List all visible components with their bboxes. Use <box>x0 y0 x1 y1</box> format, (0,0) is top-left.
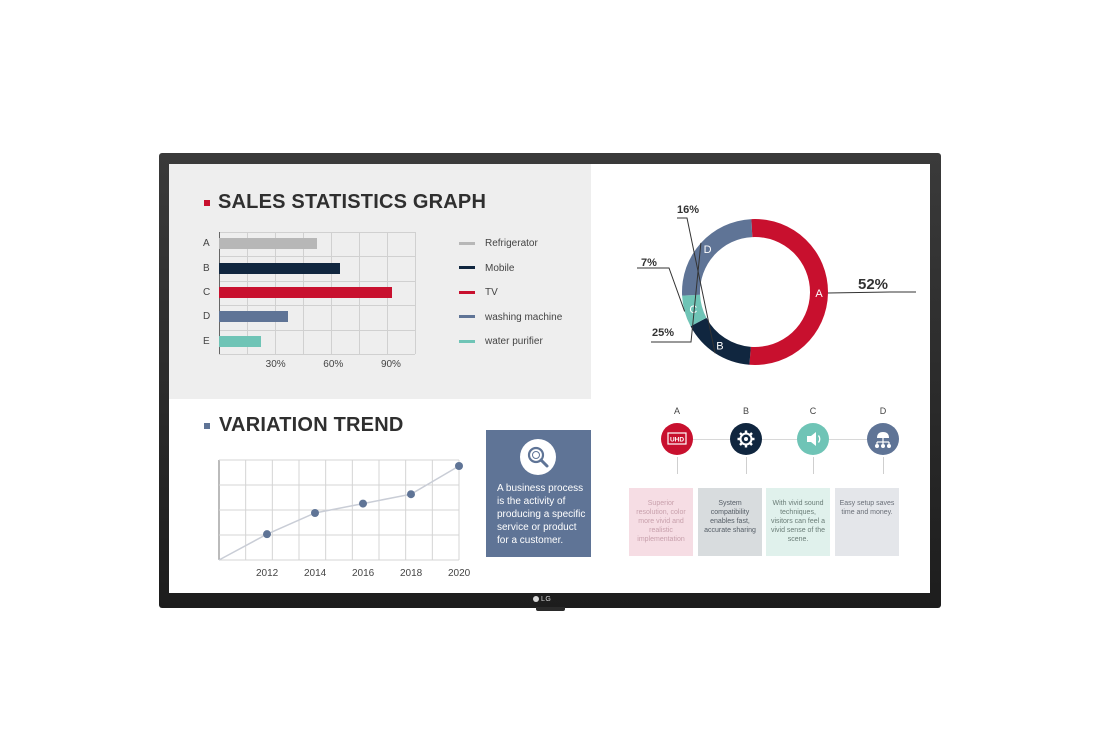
grid-line <box>219 232 415 233</box>
donut-slice-letter: C <box>689 304 697 316</box>
grid-line <box>219 354 415 355</box>
sales-title-marker <box>204 200 210 206</box>
step-connector <box>746 457 747 474</box>
x-tick-label: 2012 <box>256 568 279 579</box>
tv-screen: SALES STATISTICS GRAPH A B C D E 30% 60% 90% Re… <box>169 164 930 593</box>
step-connector <box>813 457 814 474</box>
search-icon <box>520 439 556 475</box>
leader-line <box>677 217 716 354</box>
x-tick-label: 2018 <box>400 568 423 579</box>
x-tick-label: 2014 <box>304 568 327 579</box>
trend-point <box>311 509 319 517</box>
gear-icon <box>730 423 762 455</box>
leader-line <box>827 291 916 294</box>
step-card: System compatibility enables fast, accur… <box>698 488 762 556</box>
bar <box>219 335 262 347</box>
step-connector <box>677 457 678 474</box>
category-label: E <box>203 335 210 347</box>
donut-slice <box>749 219 829 365</box>
legend-swatch <box>459 339 475 343</box>
category-label: A <box>203 238 210 250</box>
legend-swatch <box>459 315 475 319</box>
variation-title-marker <box>204 423 210 429</box>
grid-line <box>415 232 416 354</box>
donut-slice-letter: B <box>716 341 723 353</box>
step-card: Easy setup saves time and money. <box>835 488 899 556</box>
bar <box>219 238 317 250</box>
trend-point <box>455 462 463 470</box>
donut-label-c: 7% <box>641 257 657 269</box>
share-donut-chart: A B C D <box>637 217 916 365</box>
bar <box>219 262 341 274</box>
x-tick-label: 60% <box>323 359 344 370</box>
variation-title: VARIATION TREND <box>219 414 404 436</box>
donut-label-a: 52% <box>858 276 889 293</box>
donut-slice <box>690 317 751 365</box>
info-box: A business process is the activity of pr… <box>486 430 591 557</box>
uhd-icon: UHD <box>661 423 693 455</box>
step-letter: A <box>673 406 680 416</box>
legend-label: Refrigerator <box>485 238 538 249</box>
grid-line <box>219 329 415 331</box>
legend-item: Refrigerator <box>459 238 538 249</box>
legend-item: TV <box>459 287 498 298</box>
svg-text:UHD: UHD <box>670 437 684 444</box>
donut-label-b: 16% <box>677 204 700 216</box>
category-label: B <box>203 262 210 274</box>
legend-item: water purifier <box>459 336 543 347</box>
donut-slice <box>682 219 753 296</box>
tv-stand <box>536 607 565 611</box>
step-letter: C <box>809 406 817 416</box>
steps-connector <box>677 439 883 440</box>
legend-item: washing machine <box>459 312 562 323</box>
category-label: D <box>203 311 211 323</box>
trend-point <box>359 499 367 508</box>
legend-swatch <box>459 241 475 245</box>
donut-slice-letter: D <box>704 244 712 256</box>
step-letter: B <box>742 406 749 416</box>
network-icon <box>867 423 899 455</box>
variation-line-chart <box>218 459 463 561</box>
step-connector <box>883 457 884 474</box>
leader-line <box>651 242 702 343</box>
bar <box>219 311 289 323</box>
legend-swatch <box>459 290 475 294</box>
grid-line <box>219 256 415 258</box>
donut-label-d: 25% <box>652 327 675 339</box>
x-tick-label: 2016 <box>352 568 375 579</box>
step-card: With vivid sound techniques, visitors ca… <box>766 488 830 556</box>
speaker-icon <box>797 423 829 455</box>
legend-swatch <box>459 266 475 270</box>
legend-label: Mobile <box>485 262 515 274</box>
legend-label: TV <box>485 287 498 298</box>
x-tick-label: 30% <box>265 359 286 370</box>
x-tick-label: 90% <box>380 359 401 370</box>
x-tick-label: 2020 <box>448 568 471 579</box>
grid-line <box>219 305 415 307</box>
brand-logo: LG <box>533 596 551 603</box>
step-card: Superior resolution, color more vivid an… <box>629 488 693 556</box>
sales-title: SALES STATISTICS GRAPH <box>218 191 487 213</box>
category-label: C <box>203 287 211 298</box>
bar <box>219 287 392 298</box>
step-letter: D <box>879 406 887 416</box>
leader-line <box>637 267 686 312</box>
grid-line <box>219 280 415 282</box>
donut-slice-letter: A <box>815 288 823 300</box>
sales-panel: SALES STATISTICS GRAPH A B C D E 30% 60% 90% Re… <box>169 164 591 399</box>
trend-line <box>218 465 460 561</box>
legend-label: water purifier <box>485 336 543 347</box>
legend-label: washing machine <box>485 311 563 323</box>
info-text: A business process is the activity of pr… <box>497 483 586 546</box>
trend-point <box>407 490 415 499</box>
trend-point <box>263 530 271 539</box>
legend-item: Mobile <box>459 263 514 274</box>
